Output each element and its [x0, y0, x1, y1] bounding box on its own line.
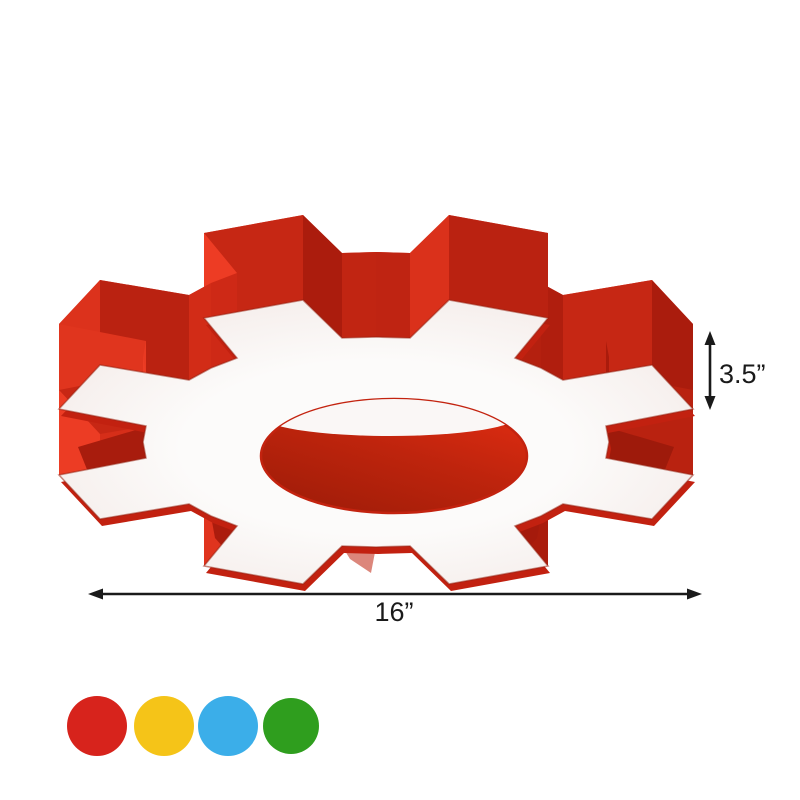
- swatch-red[interactable]: [67, 696, 127, 756]
- gear-lamp-render: [57, 214, 695, 591]
- width-dimension-label: 16”: [374, 597, 413, 627]
- arrow-down-icon: [704, 396, 716, 410]
- height-dimension-label: 3.5”: [719, 359, 766, 389]
- color-swatches: [67, 696, 319, 756]
- arrow-right-icon: [687, 588, 702, 600]
- arrow-up-icon: [704, 331, 716, 345]
- arrow-left-icon: [88, 588, 103, 600]
- width-dimension: 16”: [88, 588, 702, 627]
- swatch-blue[interactable]: [198, 696, 258, 756]
- height-dimension: 3.5”: [704, 331, 766, 410]
- swatch-yellow[interactable]: [134, 696, 194, 756]
- swatch-green[interactable]: [263, 698, 319, 754]
